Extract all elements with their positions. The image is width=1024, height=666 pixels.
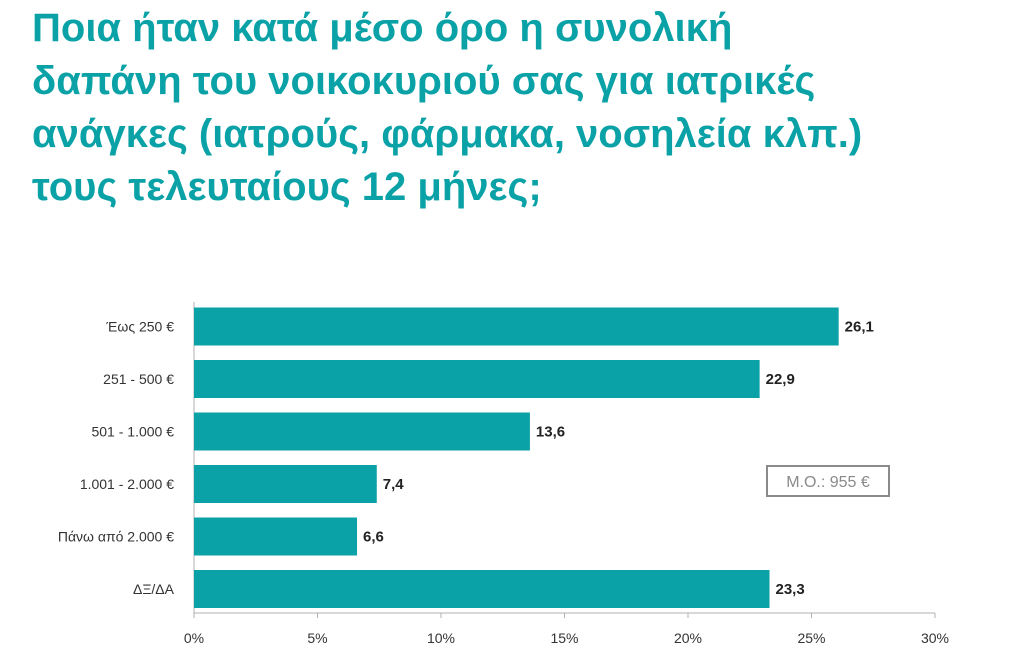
- title-line-4: τους τελευταίους 12 μήνες;: [32, 165, 542, 209]
- title-line-1: Ποια ήταν κατά μέσο όρο η συνολική: [32, 6, 733, 50]
- value-label: 6,6: [363, 529, 384, 546]
- category-label: 501 - 1.000 €: [91, 424, 174, 440]
- x-tick-label: 20%: [674, 630, 702, 646]
- x-tick-label: 30%: [921, 630, 949, 646]
- title-line-2: δαπάνη του νοικοκυριού σας για ιατρικές: [32, 59, 816, 103]
- chart-title: Ποια ήταν κατά μέσο όρο η συνολική δαπάν…: [32, 2, 992, 214]
- mean-annotation-box: [766, 465, 890, 497]
- category-label: 1.001 - 2.000 €: [80, 476, 174, 492]
- bar: [194, 412, 530, 451]
- x-tick-label: 10%: [427, 630, 455, 646]
- x-tick-label: 0%: [184, 630, 204, 646]
- category-label: 251 - 500 €: [103, 371, 174, 387]
- bar: [194, 517, 358, 556]
- value-label: 22,9: [766, 371, 795, 388]
- category-label: Έως 250 €: [105, 319, 174, 335]
- bar: [194, 307, 839, 346]
- bar: [194, 570, 770, 608]
- mean-annotation-text: Μ.Ο.: 955 €: [786, 474, 870, 491]
- bar: [194, 360, 760, 398]
- category-label: Πάνω από 2.000 €: [58, 529, 174, 545]
- category-label: ΔΞ/ΔΑ: [133, 581, 175, 597]
- value-label: 23,3: [776, 581, 805, 598]
- x-tick-label: 5%: [307, 630, 327, 646]
- value-label: 26,1: [845, 319, 874, 336]
- x-tick-label: 15%: [550, 630, 578, 646]
- x-tick-label: 25%: [797, 630, 825, 646]
- bar: [194, 465, 377, 503]
- title-line-3: ανάγκες (ιατρούς, φάρμακα, νοσηλεία κλπ.…: [32, 112, 863, 156]
- value-label: 13,6: [536, 424, 565, 441]
- value-label: 7,4: [383, 476, 405, 493]
